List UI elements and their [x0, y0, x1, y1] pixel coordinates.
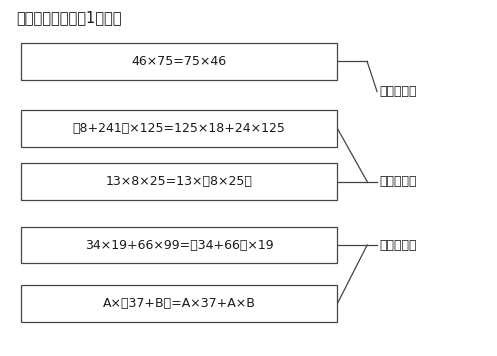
Bar [21, 285, 337, 322]
Text: 乘法结合律: 乘法结合律 [380, 175, 417, 188]
Text: 34×19+66×99=（34+66）×19: 34×19+66×99=（34+66）×19 [85, 239, 274, 252]
Text: 运算定律（八）第1题答案: 运算定律（八）第1题答案 [16, 10, 122, 25]
Text: 乘法交换律: 乘法交换律 [380, 85, 417, 98]
Text: 乘法分配率: 乘法分配率 [380, 239, 417, 252]
Bar [21, 163, 337, 200]
Text: （8+241）×125=125×18+24×125: （8+241）×125=125×18+24×125 [73, 122, 286, 135]
Bar [21, 110, 337, 147]
Text: A×（37+B）=A×37+A×B: A×（37+B）=A×37+A×B [103, 297, 256, 310]
Bar [21, 227, 337, 263]
Bar [21, 43, 337, 80]
Text: 46×75=75×46: 46×75=75×46 [132, 55, 227, 68]
Text: 13×8×25=13×（8×25）: 13×8×25=13×（8×25） [106, 175, 253, 188]
